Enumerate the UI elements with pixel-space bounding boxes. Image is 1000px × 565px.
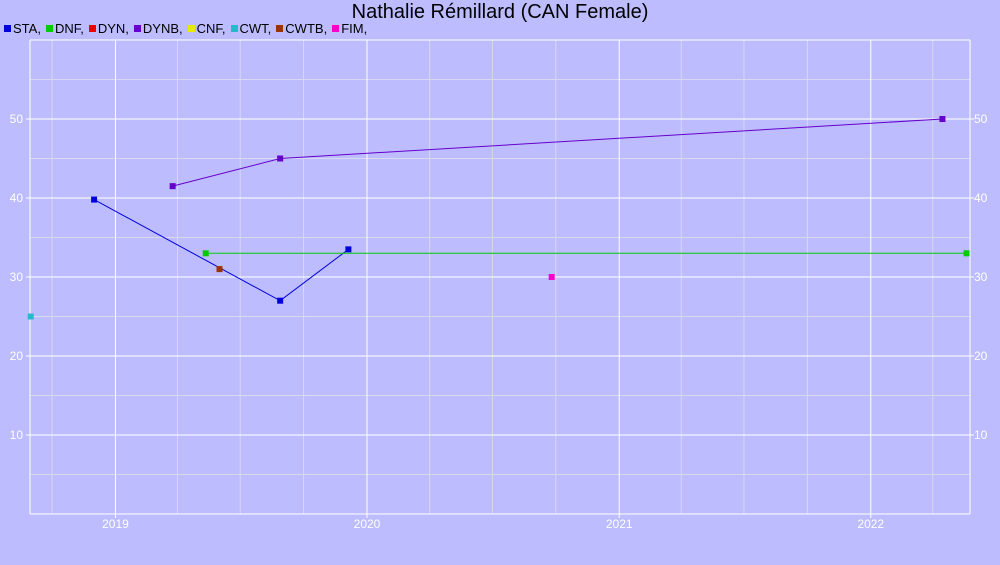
y-tick-label-left: 50	[10, 112, 24, 126]
legend-label: FIM,	[341, 20, 368, 36]
legend-swatch	[88, 24, 96, 32]
legend-label: STA,	[13, 20, 41, 36]
legend-label: DYN,	[97, 20, 129, 36]
legend-item-cwt: CWT,	[230, 20, 272, 36]
data-point-dnf	[202, 250, 209, 257]
legend: STA, DNF, DYN, DYNB, CNF, CWT, CWTB, FIM,	[4, 20, 372, 36]
legend-swatch	[230, 24, 238, 32]
legend-swatch	[276, 24, 284, 32]
x-tick-label: 2022	[857, 517, 884, 531]
series-layer	[27, 116, 970, 320]
legend-item-fim: FIM,	[332, 21, 367, 36]
y-tick-label-right: 40	[974, 191, 988, 205]
data-point-sta	[91, 196, 98, 203]
legend-item-cnf: CNF,	[187, 20, 226, 36]
data-point-dnf	[963, 250, 970, 257]
legend-swatch	[133, 24, 141, 32]
y-tick-label-left: 10	[10, 428, 24, 442]
legend-swatch	[187, 24, 195, 32]
axes	[29, 39, 971, 515]
legend-label: CWTB,	[285, 20, 328, 36]
y-tick-label-left: 20	[10, 349, 24, 363]
legend-item-dynb: DYNB,	[133, 20, 183, 36]
legend-swatch	[332, 24, 340, 32]
legend-item-cwtb: CWTB,	[276, 21, 327, 36]
legend-label: CWT,	[239, 20, 272, 36]
data-point-dynb	[939, 116, 946, 122]
data-point-cwt	[27, 313, 34, 320]
data-point-dynb	[169, 183, 176, 190]
y-tick-label-right: 10	[974, 428, 988, 442]
data-point-dynb	[277, 155, 284, 162]
x-tick-label: 2021	[606, 517, 633, 531]
legend-item-dnf: DNF,	[45, 20, 84, 36]
legend-swatch	[4, 24, 11, 32]
data-point-fim	[548, 274, 555, 280]
chart-title: Nathalie Rémillard (CAN Female)	[351, 1, 649, 23]
y-tick-label-right: 20	[974, 349, 988, 363]
data-point-sta	[345, 246, 352, 253]
grid	[26, 40, 974, 518]
legend-label: DYNB,	[142, 20, 183, 36]
data-point-sta	[277, 297, 284, 304]
legend-swatch	[45, 24, 53, 32]
legend-item-dyn: DYN,	[88, 20, 129, 36]
legend-label: DNF,	[54, 20, 84, 36]
data-point-cwtb	[216, 266, 223, 273]
legend-label: CNF,	[196, 20, 226, 36]
y-tick-label-right: 50	[974, 112, 988, 126]
x-tick-label: 2020	[354, 517, 381, 531]
y-tick-label-right: 30	[974, 270, 988, 284]
y-tick-label-left: 40	[10, 191, 24, 205]
legend-item-sta: STA,	[4, 21, 41, 36]
y-tick-label-left: 30	[10, 270, 24, 284]
x-tick-label: 2019	[102, 517, 129, 531]
